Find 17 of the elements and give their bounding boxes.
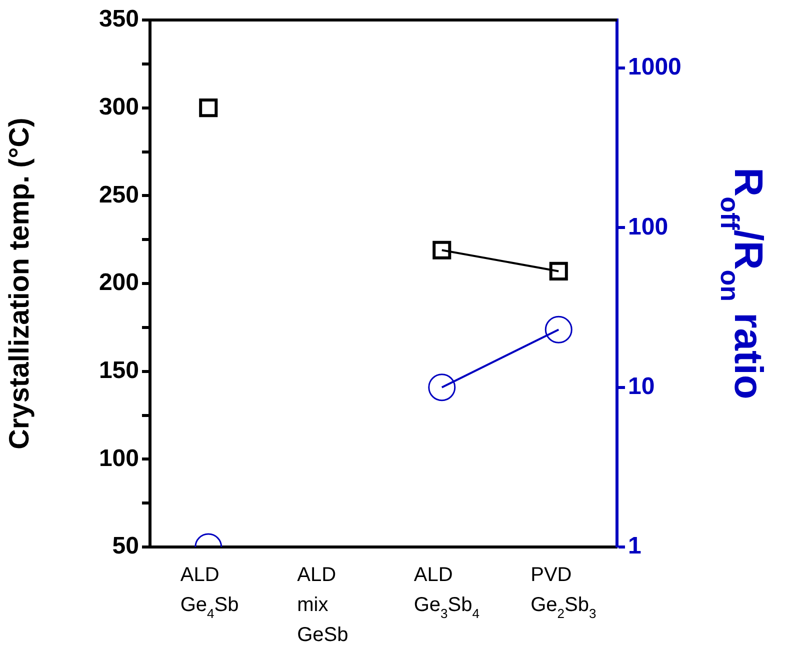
y-tick-label: 150: [98, 356, 139, 384]
point: [199, 98, 218, 118]
point: [432, 240, 452, 260]
y-tick-label: 100: [98, 444, 139, 472]
x-tick-label: ALD mix GeSb: [297, 564, 348, 646]
point: [549, 262, 568, 280]
y-tick-label: 250: [98, 181, 139, 208]
y-tick-label: 200: [98, 269, 139, 296]
y2-tick-label: 1: [628, 532, 642, 560]
y2-axis-title: Roff/Ron ratio: [715, 168, 770, 400]
y2-tick-label: 1000: [628, 54, 682, 81]
y2-tick-label: 10: [628, 372, 655, 400]
y-tick-label: 300: [98, 93, 139, 120]
y-axis-title: Crystallization temp. (°C): [4, 118, 35, 450]
y2-tick-label: 100: [628, 213, 668, 240]
y-tick-label: 350: [98, 6, 139, 33]
y-tick-label: 50: [112, 532, 139, 560]
